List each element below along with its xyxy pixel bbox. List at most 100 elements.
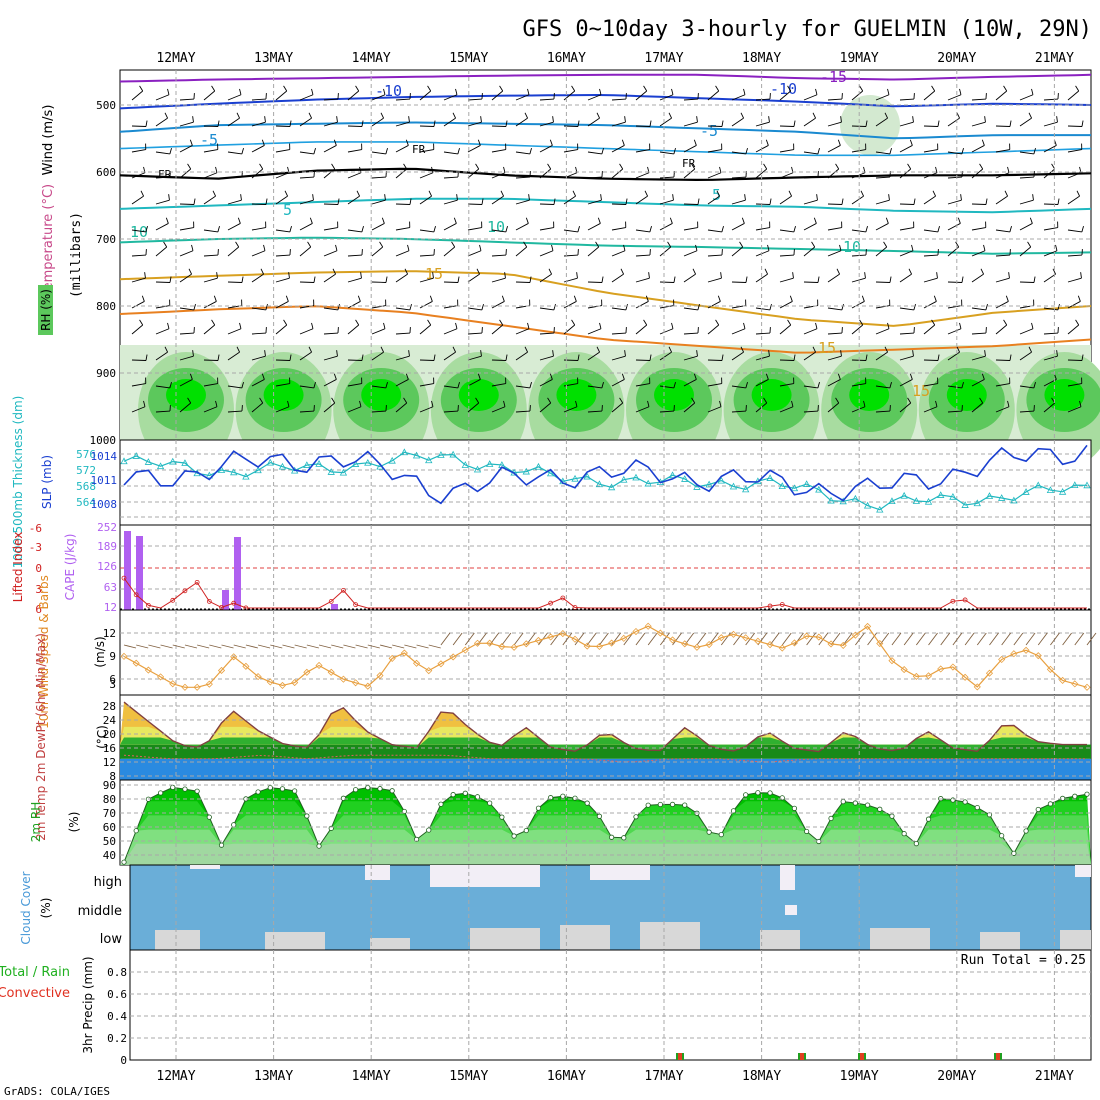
thickness-marker: [1071, 481, 1079, 489]
wind-barb-flag: [1081, 120, 1084, 127]
wind-barb-flag: [643, 85, 648, 92]
wind-barb-flag: [649, 226, 652, 233]
wind-barb: [563, 324, 576, 335]
wind-barb-flag: [1081, 226, 1084, 233]
wind-barb: [659, 94, 674, 101]
isotherm-label: 15: [818, 339, 836, 357]
surface-barb: [416, 644, 429, 649]
wind-barb-flag: [933, 295, 937, 302]
y-tick-label: 16: [103, 742, 116, 755]
thickness-marker: [534, 462, 543, 470]
wind-barb: [299, 151, 314, 155]
rh-blob-90: [946, 379, 987, 411]
wind-barb-flag: [861, 295, 865, 302]
li-marker: [341, 587, 346, 593]
thickness-marker: [644, 479, 652, 487]
rh-marker: [767, 790, 773, 796]
wind-barb: [899, 355, 914, 361]
wind-barb-flag: [475, 163, 480, 170]
wind-barb: [1019, 328, 1034, 335]
wind-barb: [203, 383, 218, 387]
surface-barb: [197, 644, 210, 649]
wind-marker: [132, 659, 140, 667]
wind-barb: [131, 172, 146, 179]
wind-barb: [1043, 168, 1056, 179]
thickness-marker: [705, 480, 713, 488]
ylabel-wind: Wind (m/s): [41, 105, 56, 176]
wind-barb: [467, 332, 482, 335]
rh-marker: [572, 795, 578, 801]
wind-barb-flag: [409, 304, 412, 311]
thickness-slp-frame: [119, 439, 1092, 526]
thickness-marker: [461, 461, 469, 468]
wind-barb: [275, 90, 288, 101]
wind-barb-flag: [887, 322, 890, 329]
wind-barb: [803, 410, 818, 413]
rh-upper-patch: [840, 95, 900, 155]
wind-barb-flag: [979, 163, 984, 170]
wind-barb-flag: [499, 319, 504, 326]
wind-barb-flag: [383, 88, 386, 95]
wind-barb: [539, 168, 552, 179]
wind-barb: [827, 250, 842, 257]
wind-barb-flag: [691, 397, 696, 404]
wind-barb-flag: [815, 88, 818, 95]
wind-barb-flag: [768, 350, 770, 357]
wind-barb: [779, 254, 794, 257]
wind-marker: [912, 672, 920, 680]
wind-barb: [395, 227, 410, 231]
surface-barb: [282, 644, 295, 649]
wind-barb-flag: [673, 382, 676, 389]
wind-barb-flag: [956, 112, 961, 119]
rh-legend-swatch: [38, 285, 53, 335]
wind-barb: [635, 149, 650, 153]
wind-barb-flag: [192, 116, 194, 123]
y-tick-label: 3: [109, 678, 116, 691]
li-marker: [206, 598, 212, 604]
wind-barb: [899, 121, 914, 127]
wind-barb: [443, 117, 456, 127]
date-label-bottom: 18MAY: [742, 1069, 781, 1084]
wind-barb: [251, 355, 266, 361]
thickness-marker: [266, 458, 274, 466]
thickness-marker: [802, 480, 811, 487]
wind-barb-flag: [859, 319, 864, 326]
wind-barb: [1043, 227, 1058, 231]
cloud-high-label: high: [94, 875, 122, 890]
wind-barb-flag: [211, 85, 216, 92]
wind-barb: [467, 168, 480, 179]
p6-grid: [120, 780, 1091, 865]
ylabel-li: Lifted Index: [11, 532, 25, 603]
wind-barb: [491, 324, 504, 335]
wind-barb: [1067, 195, 1080, 205]
wind-barb: [971, 379, 985, 387]
wind-barb: [707, 90, 720, 101]
wind-barb-flag: [1032, 194, 1034, 201]
wind-barb: [947, 385, 962, 389]
wind-barb: [875, 223, 889, 231]
wind-barb-flag: [979, 397, 984, 404]
thickness-marker: [851, 494, 860, 502]
wind-barb: [899, 227, 914, 231]
rh-marker: [133, 828, 139, 834]
thickness-marker: [120, 457, 128, 465]
wind-barb-flag: [887, 88, 890, 95]
li-marker: [353, 602, 359, 608]
low-cloud: [640, 922, 700, 950]
wind-barb: [299, 117, 312, 127]
wind-barb-flag: [551, 244, 554, 251]
wind-barb: [419, 254, 434, 257]
wind-marker: [754, 637, 762, 645]
wind-barb: [587, 151, 602, 155]
wind-barb-flag: [841, 198, 844, 205]
wind-barb-flag: [957, 217, 961, 224]
wind-barb: [1043, 355, 1058, 361]
precip-convective-bar: [800, 1053, 804, 1060]
cloud-middle-label: middle: [78, 904, 122, 919]
wind-barb-flag: [453, 217, 457, 224]
surface-barb: [879, 632, 890, 646]
cloud-bars: [155, 865, 1091, 950]
wind-barb: [491, 383, 506, 387]
wind-barb: [707, 195, 720, 205]
wind-barb: [491, 277, 506, 283]
